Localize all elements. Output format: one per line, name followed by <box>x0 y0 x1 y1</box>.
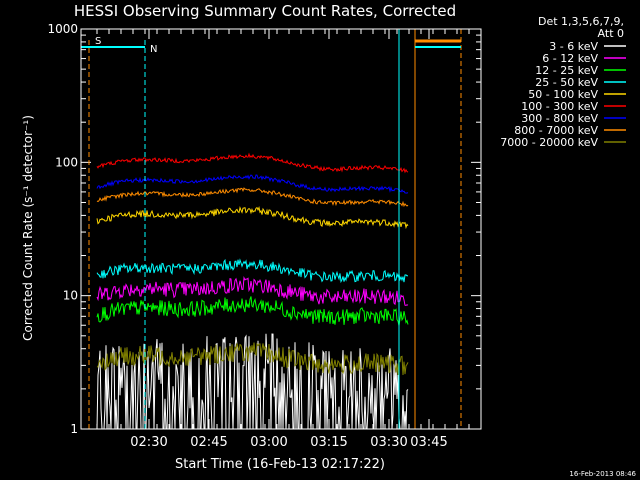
legend-header: Att 0 <box>598 27 624 40</box>
y-tick-label: 1000 <box>47 22 78 36</box>
legend-entry: 100 - 300 keV <box>521 100 598 113</box>
chart-title: HESSI Observing Summary Count Rates, Cor… <box>74 2 456 20</box>
data-series <box>96 152 409 430</box>
series-line <box>96 174 409 194</box>
legend-entry: 800 - 7000 keV <box>514 124 598 137</box>
x-tick-label: 03:45 <box>410 435 447 450</box>
series-line <box>96 275 409 306</box>
legend-header: Det 1,3,5,6,7,9, <box>538 15 624 28</box>
x-tick-label: 03:00 <box>250 435 287 450</box>
series-line <box>96 258 409 284</box>
legend-entry: 3 - 6 keV <box>549 40 598 53</box>
y-axis-label: Corrected Count Rate (s⁻¹ detector⁻¹) <box>21 115 35 341</box>
series-line <box>96 333 409 430</box>
legend-entry: 300 - 800 keV <box>521 112 598 125</box>
legend-entry: 7000 - 20000 keV <box>500 136 598 149</box>
legend-entry: 25 - 50 keV <box>535 76 598 89</box>
x-tick-label: 03:15 <box>310 435 347 450</box>
annotation-n: N <box>150 44 157 55</box>
y-tick-label: 10 <box>63 289 78 303</box>
y-tick-label: 1 <box>70 422 78 436</box>
legend-entry: 50 - 100 keV <box>528 88 598 101</box>
y-tick-label: 100 <box>55 155 78 169</box>
annotation-markers: SN <box>81 29 462 429</box>
x-tick-label: 03:30 <box>370 435 407 450</box>
series-line <box>96 296 409 326</box>
x-tick-label: 02:45 <box>190 435 227 450</box>
series-line <box>96 187 409 208</box>
timestamp-footer: 16-Feb-2013 08:46 <box>569 470 636 478</box>
plot-frame <box>80 28 482 430</box>
legend-entry: 12 - 25 keV <box>535 64 598 77</box>
x-axis-label: Start Time (16-Feb-13 02:17:22) <box>175 457 385 472</box>
x-tick-label: 02:30 <box>130 435 167 450</box>
series-line <box>96 205 409 230</box>
legend-entry: 6 - 12 keV <box>542 52 598 65</box>
axis-ticks: 1 10 100 1000 02:30 02:45 03:00 03:15 03:30 03:45 <box>47 22 481 450</box>
series-line <box>96 342 409 376</box>
series-line <box>96 152 409 174</box>
annotation-s: S <box>95 36 101 47</box>
